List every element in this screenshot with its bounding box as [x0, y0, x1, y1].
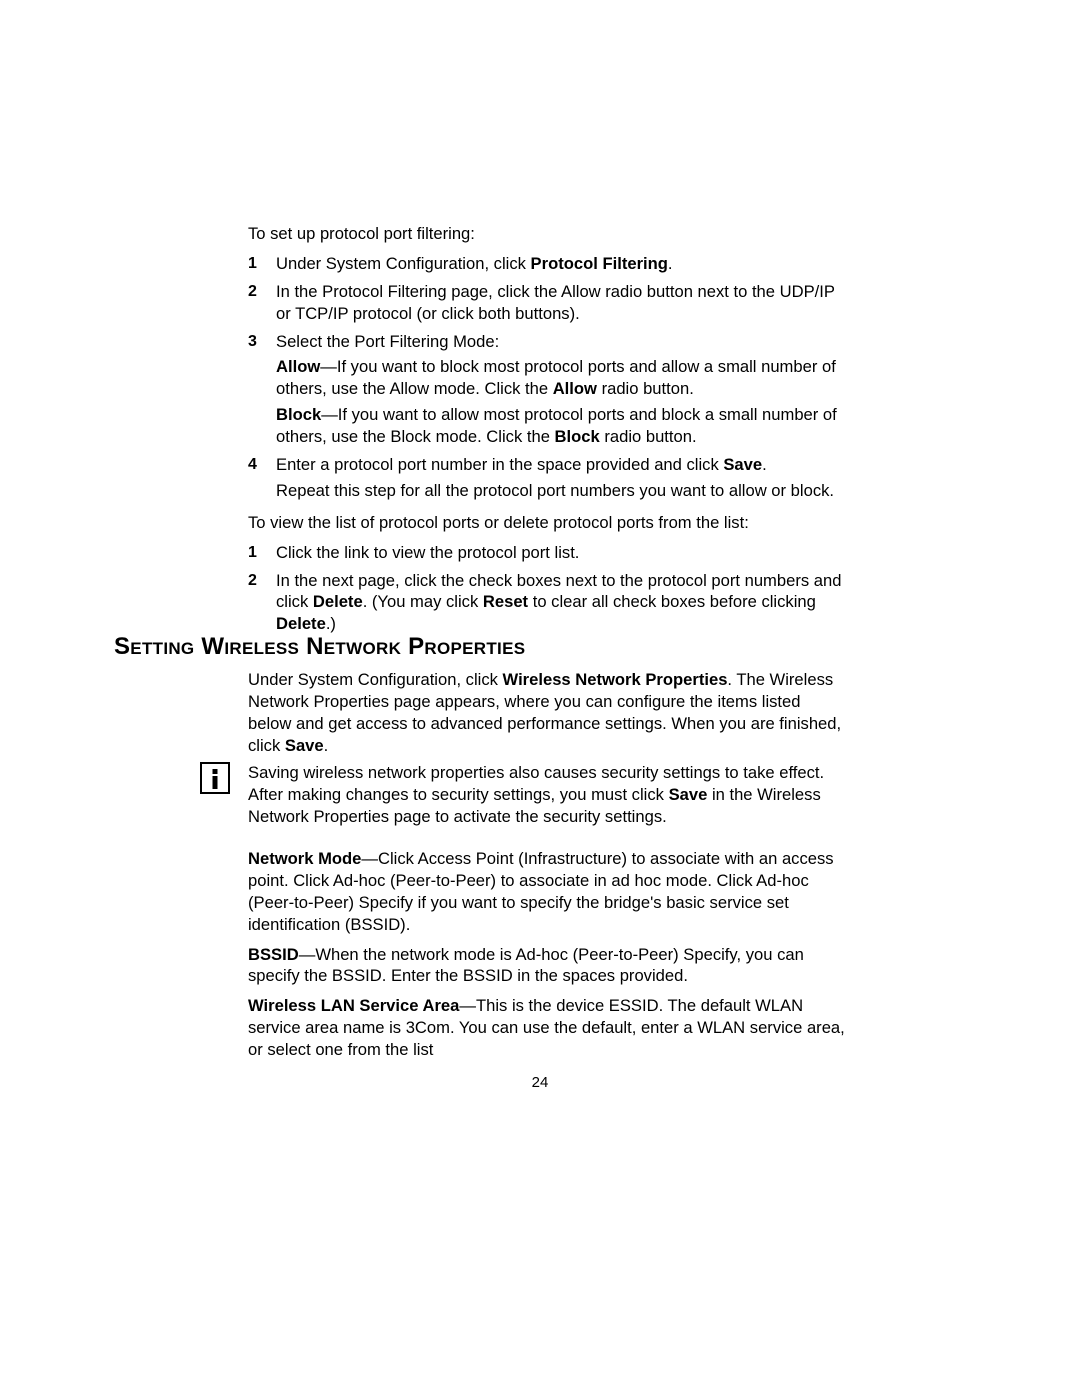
- step-number: 2: [248, 570, 276, 591]
- step-number: 2: [248, 281, 276, 302]
- body-text: .: [324, 736, 329, 755]
- protocol-filtering-setup: To set up protocol port filtering: 1Unde…: [248, 223, 848, 645]
- property-paragraph: Network Mode—Click Access Point (Infrast…: [248, 848, 848, 936]
- ui-label: Allow: [553, 379, 597, 398]
- body-text: Select the Port Filtering Mode:: [276, 332, 499, 351]
- body-text: radio button.: [597, 379, 694, 398]
- step-text: Under System Configuration, click Protoc…: [276, 253, 848, 275]
- body-text: radio button.: [600, 427, 697, 446]
- step-number: 1: [248, 253, 276, 274]
- bold-text: BSSID: [248, 945, 299, 964]
- step-text: Select the Port Filtering Mode: Allow—If …: [276, 331, 848, 448]
- body-text: Click the link to view the protocol port…: [276, 543, 579, 562]
- step-text: In the next page, click the check boxes …: [276, 570, 848, 636]
- list-item: 2In the Protocol Filtering page, click t…: [248, 281, 848, 325]
- properties-block: Network Mode—Click Access Point (Infrast…: [248, 848, 848, 1069]
- sub-paragraph: Repeat this step for all the protocol po…: [276, 480, 848, 502]
- body-text: In the Protocol Filtering page, click th…: [276, 282, 835, 323]
- body-text: .: [668, 254, 673, 273]
- body-text: Enter a protocol port number in the spac…: [276, 455, 723, 474]
- bold-text: Block: [276, 405, 321, 424]
- note-block: Saving wireless network properties also …: [200, 762, 848, 828]
- bold-text: Allow: [276, 357, 320, 376]
- bold-text: Network Mode: [248, 849, 361, 868]
- property-paragraph: BSSID—When the network mode is Ad-hoc (P…: [248, 944, 848, 988]
- ui-label: Wireless Network Properties: [503, 670, 728, 689]
- ui-label: Block: [555, 427, 600, 446]
- ui-label: Delete: [276, 614, 326, 633]
- step-text: Click the link to view the protocol port…: [276, 542, 848, 564]
- ui-label: Reset: [483, 592, 528, 611]
- intro-text: To set up protocol port filtering:: [248, 223, 848, 245]
- view-steps: 1Click the link to view the protocol por…: [248, 542, 848, 636]
- sub-paragraph: Block—If you want to allow most protocol…: [276, 404, 848, 448]
- ui-label: Save: [723, 455, 762, 474]
- body-text: .: [762, 455, 767, 474]
- step-text: Enter a protocol port number in the spac…: [276, 454, 848, 502]
- ui-label: Protocol Filtering: [531, 254, 668, 273]
- body-text: to clear all check boxes before clicking: [528, 592, 816, 611]
- property-paragraph: Wireless LAN Service Area—This is the de…: [248, 995, 848, 1061]
- body-text: Repeat this step for all the protocol po…: [276, 481, 834, 500]
- intro-text-2: To view the list of protocol ports or de…: [248, 512, 848, 534]
- body-text: .): [326, 614, 336, 633]
- sub-paragraph: Allow—If you want to block most protocol…: [276, 356, 848, 400]
- ui-label: Delete: [313, 592, 363, 611]
- body-text: . (You may click: [363, 592, 483, 611]
- body-text: —When the network mode is Ad-hoc (Peer-t…: [248, 945, 804, 986]
- step-number: 3: [248, 331, 276, 352]
- list-item: 2In the next page, click the check boxes…: [248, 570, 848, 636]
- list-item: 4Enter a protocol port number in the spa…: [248, 454, 848, 502]
- section-heading-row: Setting Wireless Network Properties Unde…: [114, 633, 854, 757]
- list-item: 1Click the link to view the protocol por…: [248, 542, 848, 564]
- step-text: In the Protocol Filtering page, click th…: [276, 281, 848, 325]
- page-number: 24: [0, 1074, 1080, 1091]
- setup-steps: 1Under System Configuration, click Proto…: [248, 253, 848, 502]
- list-item: 1Under System Configuration, click Proto…: [248, 253, 848, 275]
- heading-intro: Under System Configuration, click Wirele…: [248, 669, 848, 757]
- ui-label: Save: [669, 785, 708, 804]
- note-body: Saving wireless network properties also …: [248, 762, 848, 828]
- section-heading: Setting Wireless Network Properties: [114, 633, 854, 661]
- body-text: Under System Configuration, click: [276, 254, 531, 273]
- body-text: Under System Configuration, click: [248, 670, 503, 689]
- bold-text: Wireless LAN Service Area: [248, 996, 459, 1015]
- step-number: 4: [248, 454, 276, 475]
- ui-label: Save: [285, 736, 324, 755]
- step-number: 1: [248, 542, 276, 563]
- info-icon: [200, 762, 230, 794]
- list-item: 3Select the Port Filtering Mode: Allow—If…: [248, 331, 848, 448]
